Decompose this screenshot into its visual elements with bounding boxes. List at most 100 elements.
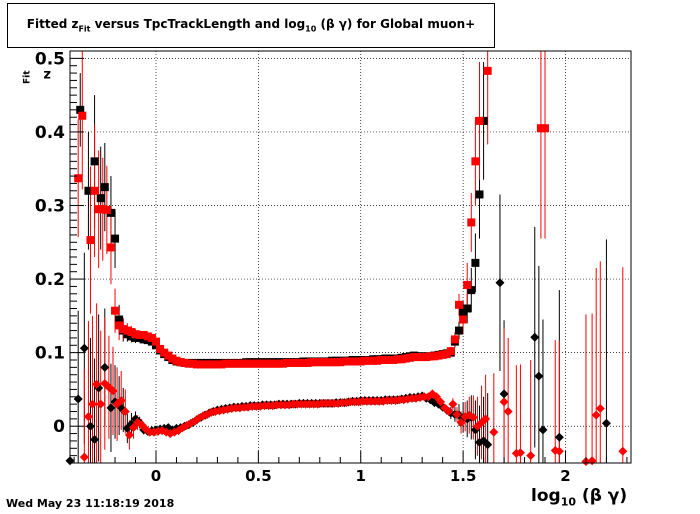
data-point-square bbox=[377, 356, 386, 364]
data-point-square bbox=[348, 357, 357, 366]
data-point-diamond bbox=[79, 452, 89, 462]
x-axis-title-rest: (β γ) bbox=[576, 486, 628, 506]
data-point-square bbox=[307, 358, 316, 367]
data-point-square bbox=[442, 350, 451, 359]
data-point-square bbox=[459, 308, 468, 317]
data-point-square bbox=[139, 335, 148, 344]
data-point-square bbox=[483, 66, 492, 75]
data-point-square bbox=[102, 205, 111, 214]
data-point-diamond bbox=[96, 399, 106, 409]
x-axis-title-sub: 10 bbox=[560, 495, 576, 509]
data-point-diamond bbox=[106, 403, 116, 413]
data-point-diamond bbox=[79, 343, 89, 353]
data-point-square bbox=[295, 358, 304, 367]
y-axis-title-text: z Fit bbox=[15, 67, 51, 84]
x-axis-title-main: log bbox=[531, 486, 561, 506]
data-point-square bbox=[541, 124, 550, 133]
data-point-square bbox=[369, 356, 378, 365]
x-tick-label: 1.5 bbox=[450, 467, 477, 485]
data-point-square bbox=[332, 358, 341, 367]
data-point-square bbox=[360, 356, 369, 365]
data-point-square bbox=[225, 359, 234, 368]
data-point-square bbox=[381, 356, 390, 364]
data-point-square bbox=[463, 280, 472, 289]
data-point-square bbox=[467, 286, 476, 295]
data-point-square bbox=[135, 330, 144, 339]
data-point-square bbox=[418, 353, 427, 362]
data-point-square bbox=[536, 124, 545, 133]
y-tick-label: 0.1 bbox=[35, 344, 65, 364]
data-point-square bbox=[201, 360, 210, 369]
data-point-diamond bbox=[120, 407, 130, 416]
data-point-diamond bbox=[116, 395, 126, 405]
data-point-square bbox=[405, 353, 414, 362]
data-point-diamond bbox=[489, 427, 499, 437]
data-point-square bbox=[463, 304, 472, 313]
data-point-square bbox=[131, 330, 140, 339]
data-point-square bbox=[237, 359, 246, 368]
data-point-square bbox=[471, 157, 480, 166]
data-point-square bbox=[319, 358, 328, 367]
data-point-diamond bbox=[124, 430, 134, 440]
data-point-square bbox=[180, 358, 189, 367]
data-point-square bbox=[96, 194, 105, 203]
data-point-square bbox=[414, 353, 423, 362]
data-point-square bbox=[283, 358, 292, 367]
x-tick-label: 0 bbox=[151, 467, 161, 485]
data-point-square bbox=[340, 357, 349, 366]
data-point-square bbox=[176, 358, 185, 367]
data-point-diamond bbox=[456, 418, 466, 428]
data-point-square bbox=[242, 359, 251, 368]
data-point-diamond bbox=[515, 448, 525, 458]
data-point-square bbox=[197, 360, 206, 369]
data-point-square bbox=[270, 359, 279, 368]
data-point-square bbox=[479, 116, 488, 125]
data-point-diamond bbox=[88, 399, 98, 409]
data-point-diamond bbox=[618, 446, 628, 456]
data-point-square bbox=[258, 359, 267, 368]
data-point-square bbox=[160, 348, 169, 357]
data-point-square bbox=[299, 358, 308, 367]
data-point-diamond bbox=[554, 446, 564, 456]
data-point-square bbox=[475, 116, 484, 125]
data-point-square bbox=[229, 359, 238, 368]
data-point-square bbox=[278, 359, 287, 368]
data-point-square bbox=[115, 321, 124, 330]
data-point-square bbox=[156, 344, 165, 353]
data-point-square bbox=[393, 355, 402, 364]
data-point-square bbox=[164, 351, 173, 360]
data-point-diamond bbox=[444, 407, 454, 416]
y-tick-label: 0.5 bbox=[35, 49, 65, 69]
data-point-square bbox=[311, 358, 320, 367]
y-axis-title-sub: Fit bbox=[22, 70, 33, 84]
data-point-diamond bbox=[587, 456, 597, 466]
data-point-square bbox=[287, 358, 296, 367]
data-point-diamond bbox=[100, 362, 110, 372]
data-point-square bbox=[233, 359, 242, 368]
data-point-diamond bbox=[591, 410, 601, 420]
data-point-square bbox=[139, 330, 148, 339]
data-point-square bbox=[467, 218, 476, 227]
data-point-square bbox=[106, 208, 115, 217]
data-point-diamond bbox=[85, 421, 95, 431]
x-axis-title: log10 (β γ) bbox=[531, 486, 627, 508]
data-point-square bbox=[74, 174, 83, 183]
data-point-square bbox=[344, 357, 353, 366]
data-point-square bbox=[100, 183, 109, 192]
data-point-square bbox=[123, 326, 132, 335]
data-point-square bbox=[111, 234, 120, 243]
x-tick-label: 2 bbox=[560, 467, 570, 485]
data-point-square bbox=[151, 337, 160, 346]
data-point-square bbox=[446, 347, 455, 356]
data-point-diamond bbox=[483, 440, 493, 450]
data-point-square bbox=[98, 205, 107, 214]
data-point-square bbox=[434, 351, 443, 360]
data-point-diamond bbox=[595, 404, 605, 414]
title-subscript: Fit bbox=[78, 24, 91, 34]
data-point-square bbox=[192, 360, 201, 369]
data-point-square bbox=[471, 258, 480, 267]
data-point-diamond bbox=[534, 371, 544, 381]
data-point-square bbox=[172, 356, 181, 365]
chart-title-box: Fitted zFit versus TpcTrackLength and lo… bbox=[7, 3, 495, 48]
data-point-diamond bbox=[499, 389, 509, 399]
